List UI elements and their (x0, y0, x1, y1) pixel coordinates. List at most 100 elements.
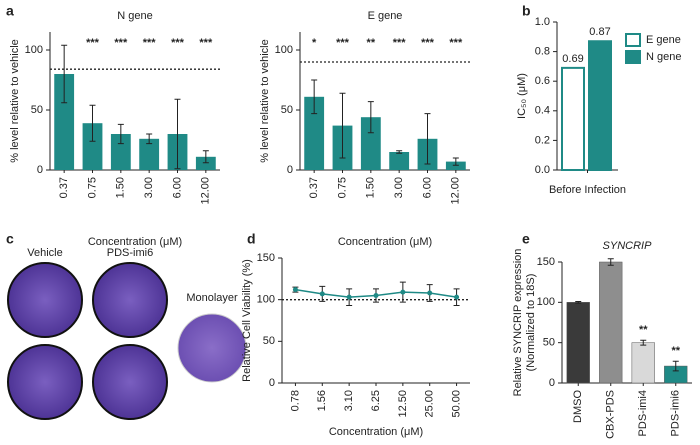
bar (54, 74, 75, 170)
significance: *** (86, 37, 100, 49)
x-axis-label: Concentration (μM) (88, 236, 182, 248)
significance: ** (367, 37, 376, 49)
y-tick-label: 150 (537, 256, 555, 268)
error-bar (607, 258, 614, 266)
x-tick-label: 3.00 (143, 177, 155, 198)
plate-label: PDS-imi6 (107, 247, 153, 259)
y-axis-label: Relative SYNCRIP expression (512, 249, 524, 397)
bar (599, 261, 623, 384)
y-tick-label: 100 (537, 296, 555, 308)
point (346, 294, 352, 300)
x-tick-label: 1.50 (115, 177, 127, 198)
x-tick-label: DMSO (572, 390, 584, 423)
x-tick-label: 0.75 (86, 177, 98, 198)
bar (631, 342, 655, 384)
significance: *** (449, 37, 463, 49)
y-tick-label: 0.8 (535, 46, 550, 58)
x-tick-label: 1.50 (365, 177, 377, 198)
x-tick-label: 6.00 (171, 177, 183, 198)
x-tick-label: 1.56 (316, 390, 328, 411)
point (454, 294, 460, 300)
significance: ** (671, 345, 680, 357)
plate-label: Monolayer (186, 292, 238, 304)
bar (445, 161, 466, 170)
panel-letter: e (522, 231, 530, 247)
chart-title: E gene (368, 10, 403, 22)
error-bar (367, 101, 374, 134)
bar (110, 134, 131, 170)
bar (304, 96, 325, 170)
plate (7, 344, 83, 420)
plate (7, 262, 83, 338)
x-tick-label: 3.10 (343, 390, 355, 411)
y-tick-label: 150 (257, 252, 275, 264)
y-tick-label: 0 (287, 164, 293, 176)
point (292, 287, 298, 293)
point (400, 289, 406, 295)
x-tick-label: 3.00 (393, 177, 405, 198)
y-tick-label: 50 (281, 104, 293, 116)
value-label: 0.69 (562, 53, 583, 65)
y-tick-label: 0.0 (535, 164, 550, 176)
y-tick-label: 50 (543, 337, 555, 349)
error-bar (640, 339, 647, 346)
y-axis-label: % level relative to vehicle (259, 39, 271, 163)
x-tick-label: CBX-PDS (605, 390, 617, 439)
significance: * (312, 37, 317, 49)
y-tick-label: 0 (269, 377, 275, 389)
error-bar (146, 133, 153, 145)
y-tick-label: 0.2 (535, 134, 550, 146)
bar (588, 40, 612, 171)
panel-letter: a (6, 3, 14, 19)
error-bar (396, 150, 403, 154)
legend-swatch (625, 50, 641, 64)
x-tick-label: 12.00 (200, 177, 212, 205)
legend-swatch (625, 33, 641, 47)
y-axis-label: % level relative to vehicle (9, 39, 21, 163)
y-tick-label: 0 (37, 164, 43, 176)
x-tick-label: 12.50 (397, 390, 409, 418)
bar (360, 117, 381, 170)
x-tick-label: 0.37 (308, 177, 320, 198)
error-bar (452, 157, 459, 166)
error-bar (117, 123, 124, 145)
x-tick-label: 50.00 (450, 390, 462, 418)
legend-label: E gene (646, 34, 681, 46)
significance: *** (114, 37, 128, 49)
bar (82, 123, 103, 170)
bar (139, 138, 160, 170)
bar (389, 152, 410, 170)
error-bar (424, 113, 431, 165)
significance: *** (393, 37, 407, 49)
x-tick-label: 6.25 (370, 390, 382, 411)
plate (92, 344, 168, 420)
y-tick-label: 1.0 (535, 16, 550, 28)
error-bar (311, 79, 318, 115)
error-bar (575, 301, 582, 304)
error-bar (61, 44, 68, 104)
y-axis-label: Relative Cell Viability (%) (241, 259, 253, 382)
panel-letter: d (247, 231, 256, 247)
y-tick-label: 0 (549, 377, 555, 389)
significance: *** (199, 37, 213, 49)
x-tick-label: Before Infection (549, 184, 626, 196)
y-tick-label: 100 (25, 44, 43, 56)
point (427, 290, 433, 296)
error-bar (174, 98, 181, 170)
plate (92, 262, 168, 338)
significance: *** (143, 37, 157, 49)
significance: *** (421, 37, 435, 49)
y-tick-label: 50 (31, 104, 43, 116)
point (373, 293, 379, 298)
legend-label: N gene (646, 51, 681, 63)
y-axis-label: (Normalized to 18S) (525, 274, 537, 372)
x-tick-label: 0.75 (336, 177, 348, 198)
significance: *** (171, 37, 185, 49)
x-tick-label: 6.00 (421, 177, 433, 198)
panel-letter: b (522, 3, 531, 19)
error-bar (89, 104, 96, 142)
x-axis-label: Concentration (μM) (338, 236, 432, 248)
x-tick-label: 0.37 (58, 177, 70, 198)
significance: ** (639, 324, 648, 336)
